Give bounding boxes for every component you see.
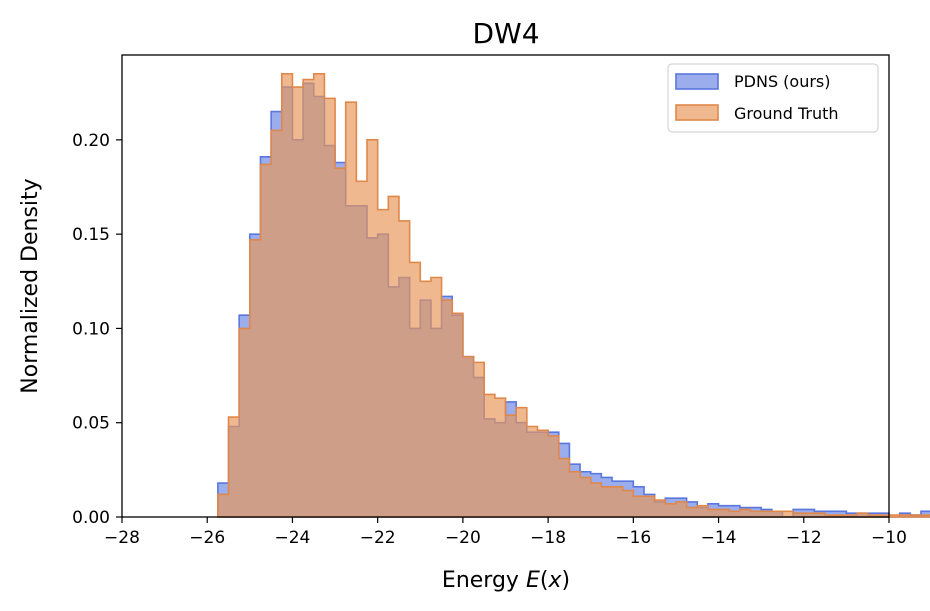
legend-swatch-pdns: [675, 73, 719, 90]
plot-area: [217, 73, 930, 518]
x-tick-label: −16: [615, 528, 651, 548]
x-tick-label: −20: [445, 528, 481, 548]
legend-label-pdns: PDNS (ours): [734, 72, 831, 91]
legend-swatch-ground-truth: [675, 104, 719, 121]
histogram-series-ground-truth: [217, 73, 930, 518]
x-axis-ticks: −28 −26 −24 −22 −20 −18 −16 −14 −12 −10: [104, 517, 907, 548]
y-axis-label: Normalized Density: [18, 178, 43, 393]
x-tick-label: −22: [360, 528, 396, 548]
plot-frame: [121, 54, 890, 518]
x-tick-label: −24: [274, 528, 310, 548]
y-axis-ticks: 0.00 0.05 0.10 0.15 0.20: [72, 131, 122, 528]
y-tick-label: 0.05: [72, 414, 110, 434]
x-tick-label: −10: [871, 528, 907, 548]
legend: PDNS (ours) Ground Truth: [667, 63, 879, 133]
x-axis-label: Energy E(x): [442, 568, 570, 593]
legend-label-ground-truth: Ground Truth: [734, 104, 839, 123]
y-tick-label: 0.10: [72, 319, 110, 339]
y-tick-label: 0.20: [72, 131, 110, 151]
x-tick-label: −28: [104, 528, 140, 548]
y-tick-label: 0.00: [72, 508, 110, 528]
legend-box: [667, 63, 879, 133]
x-tick-label: −18: [530, 528, 566, 548]
y-tick-label: 0.15: [72, 225, 110, 245]
x-tick-label: −12: [786, 528, 822, 548]
x-tick-label: −14: [701, 528, 737, 548]
chart-title: DW4: [472, 17, 539, 50]
x-tick-label: −26: [189, 528, 225, 548]
